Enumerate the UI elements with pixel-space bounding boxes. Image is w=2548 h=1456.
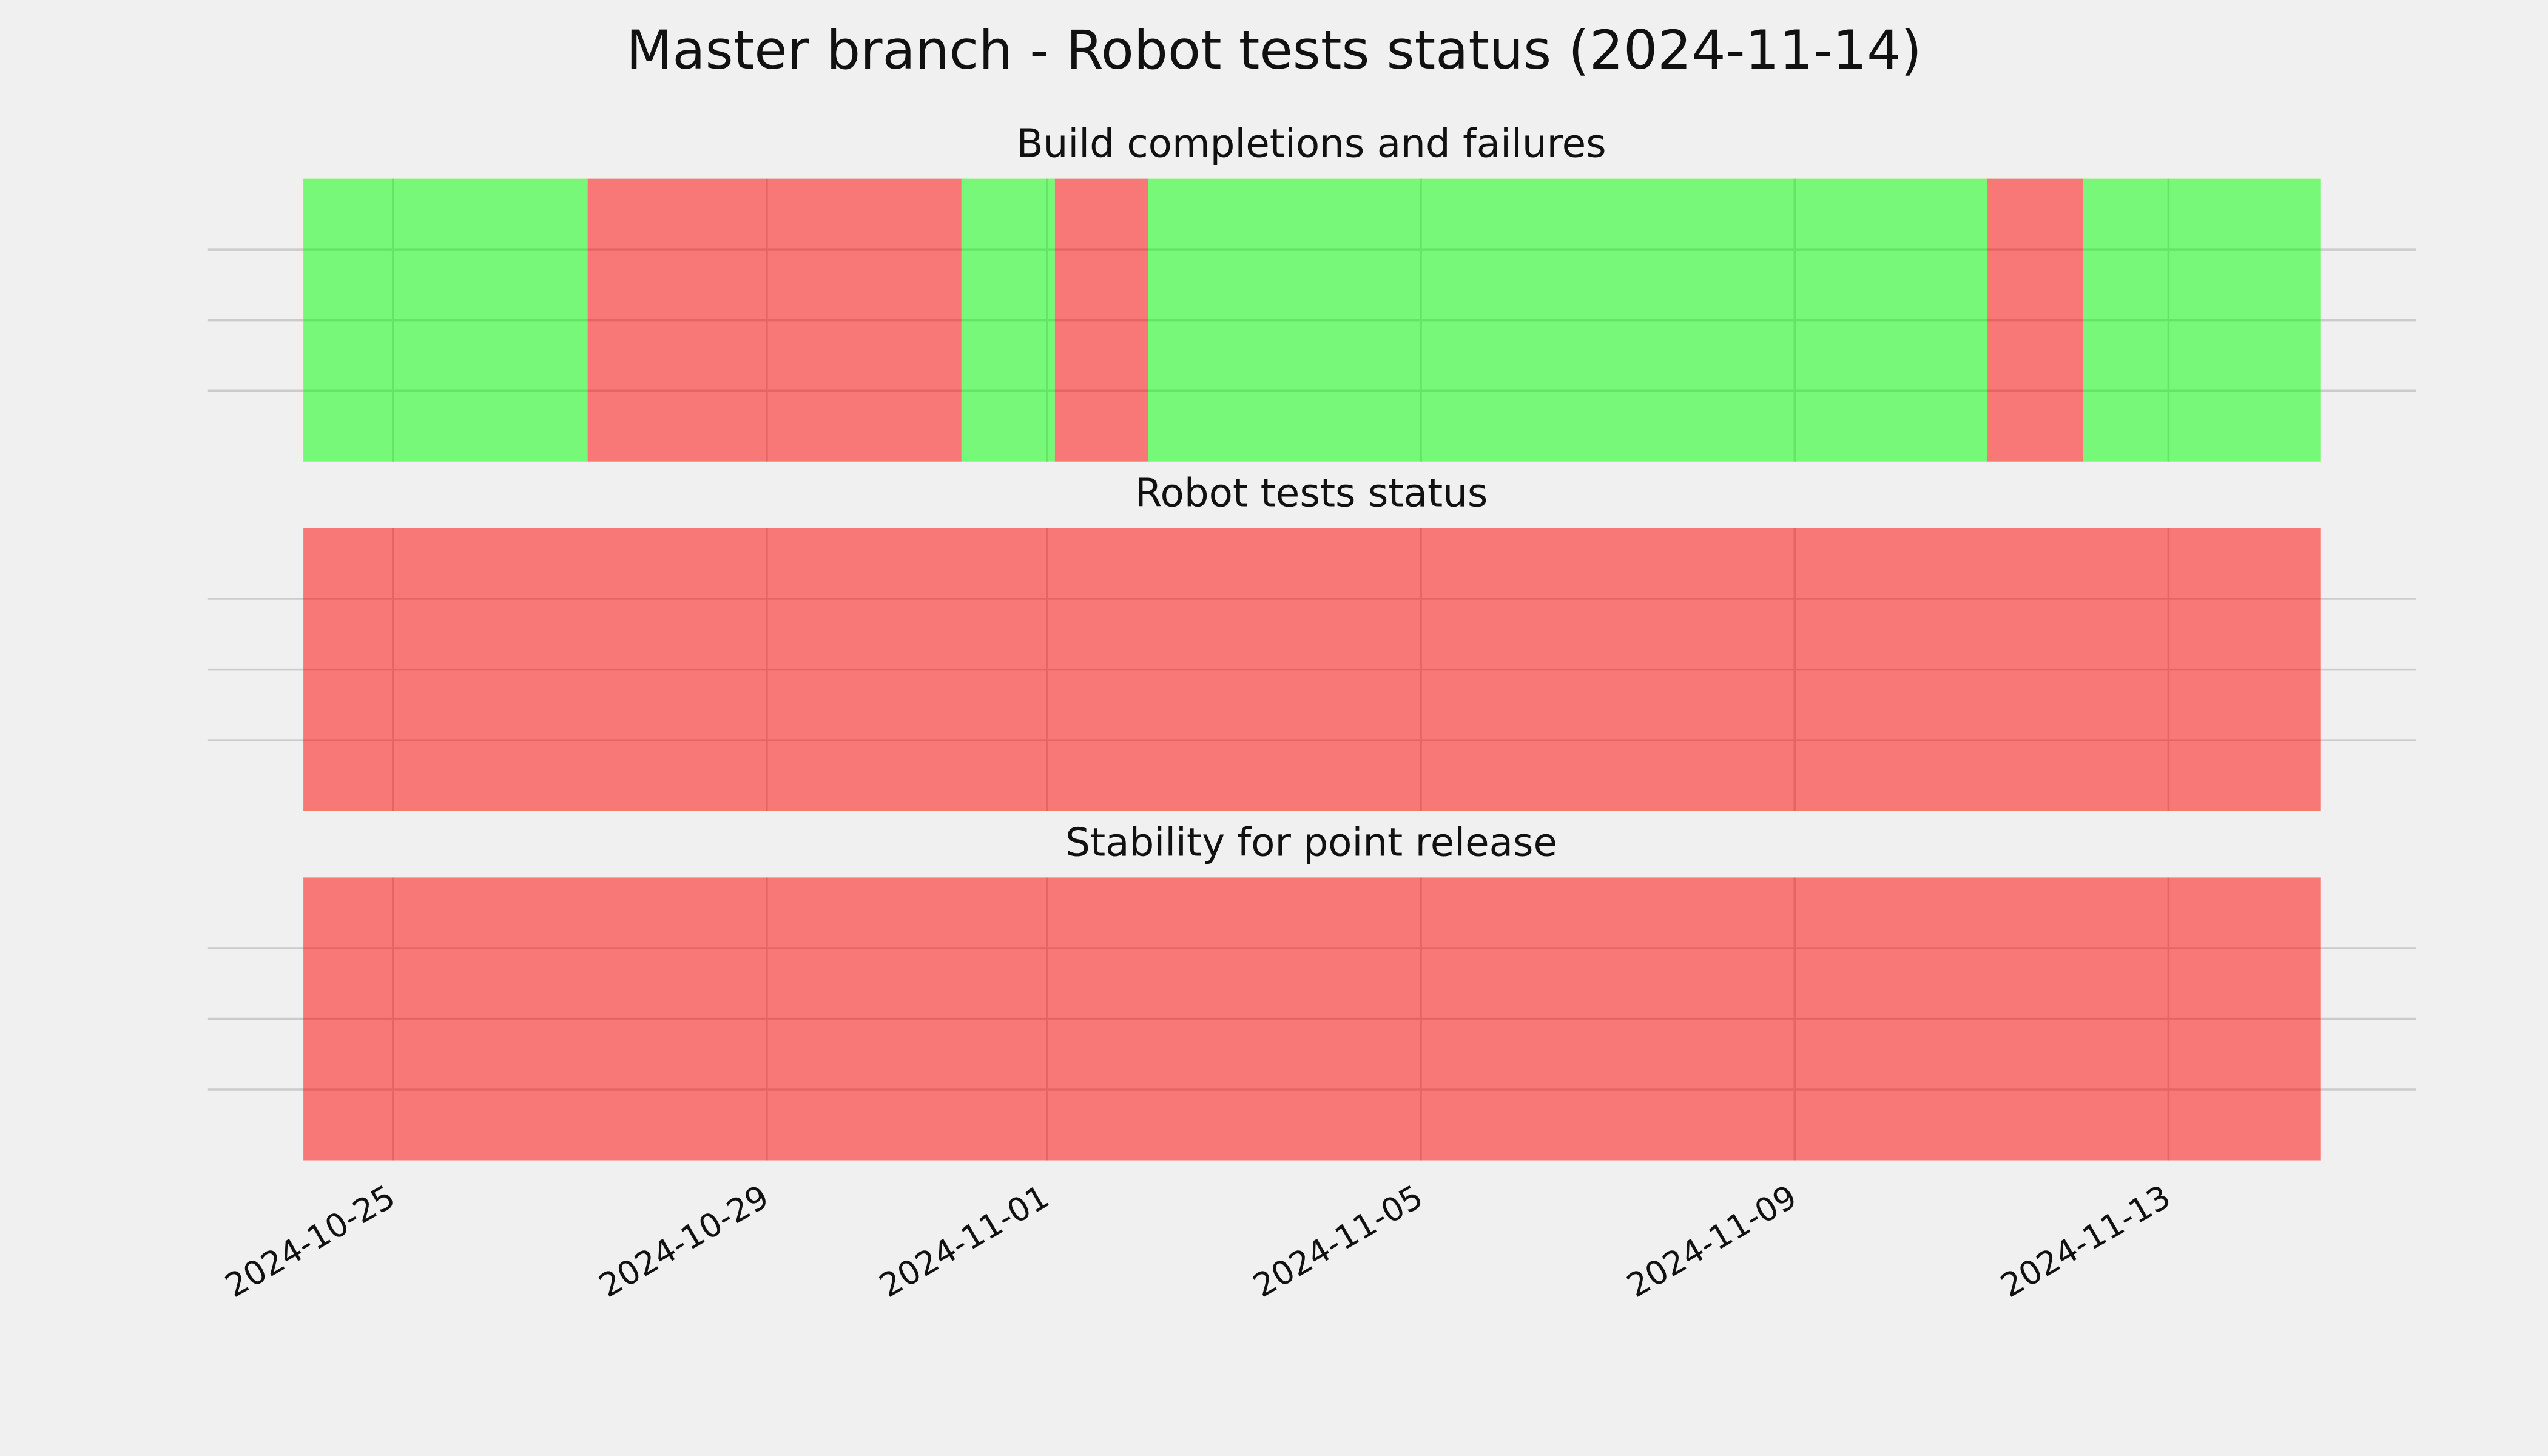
- panel-title: Stability for point release: [1065, 820, 1557, 865]
- status-segment: [1987, 178, 2083, 462]
- status-segment: [1148, 178, 1987, 462]
- status-segment: [2083, 178, 2320, 462]
- status-segment: [587, 178, 962, 462]
- panel-title: Robot tests status: [1135, 471, 1488, 516]
- status-segment: [303, 877, 2320, 1161]
- status-segment: [1054, 178, 1148, 462]
- status-segment: [303, 528, 2320, 811]
- status-segment: [303, 178, 588, 462]
- status-segment: [961, 178, 1055, 462]
- chart-title: Master branch - Robot tests status (2024…: [626, 19, 1922, 81]
- panel-title: Build completions and failures: [1017, 121, 1606, 167]
